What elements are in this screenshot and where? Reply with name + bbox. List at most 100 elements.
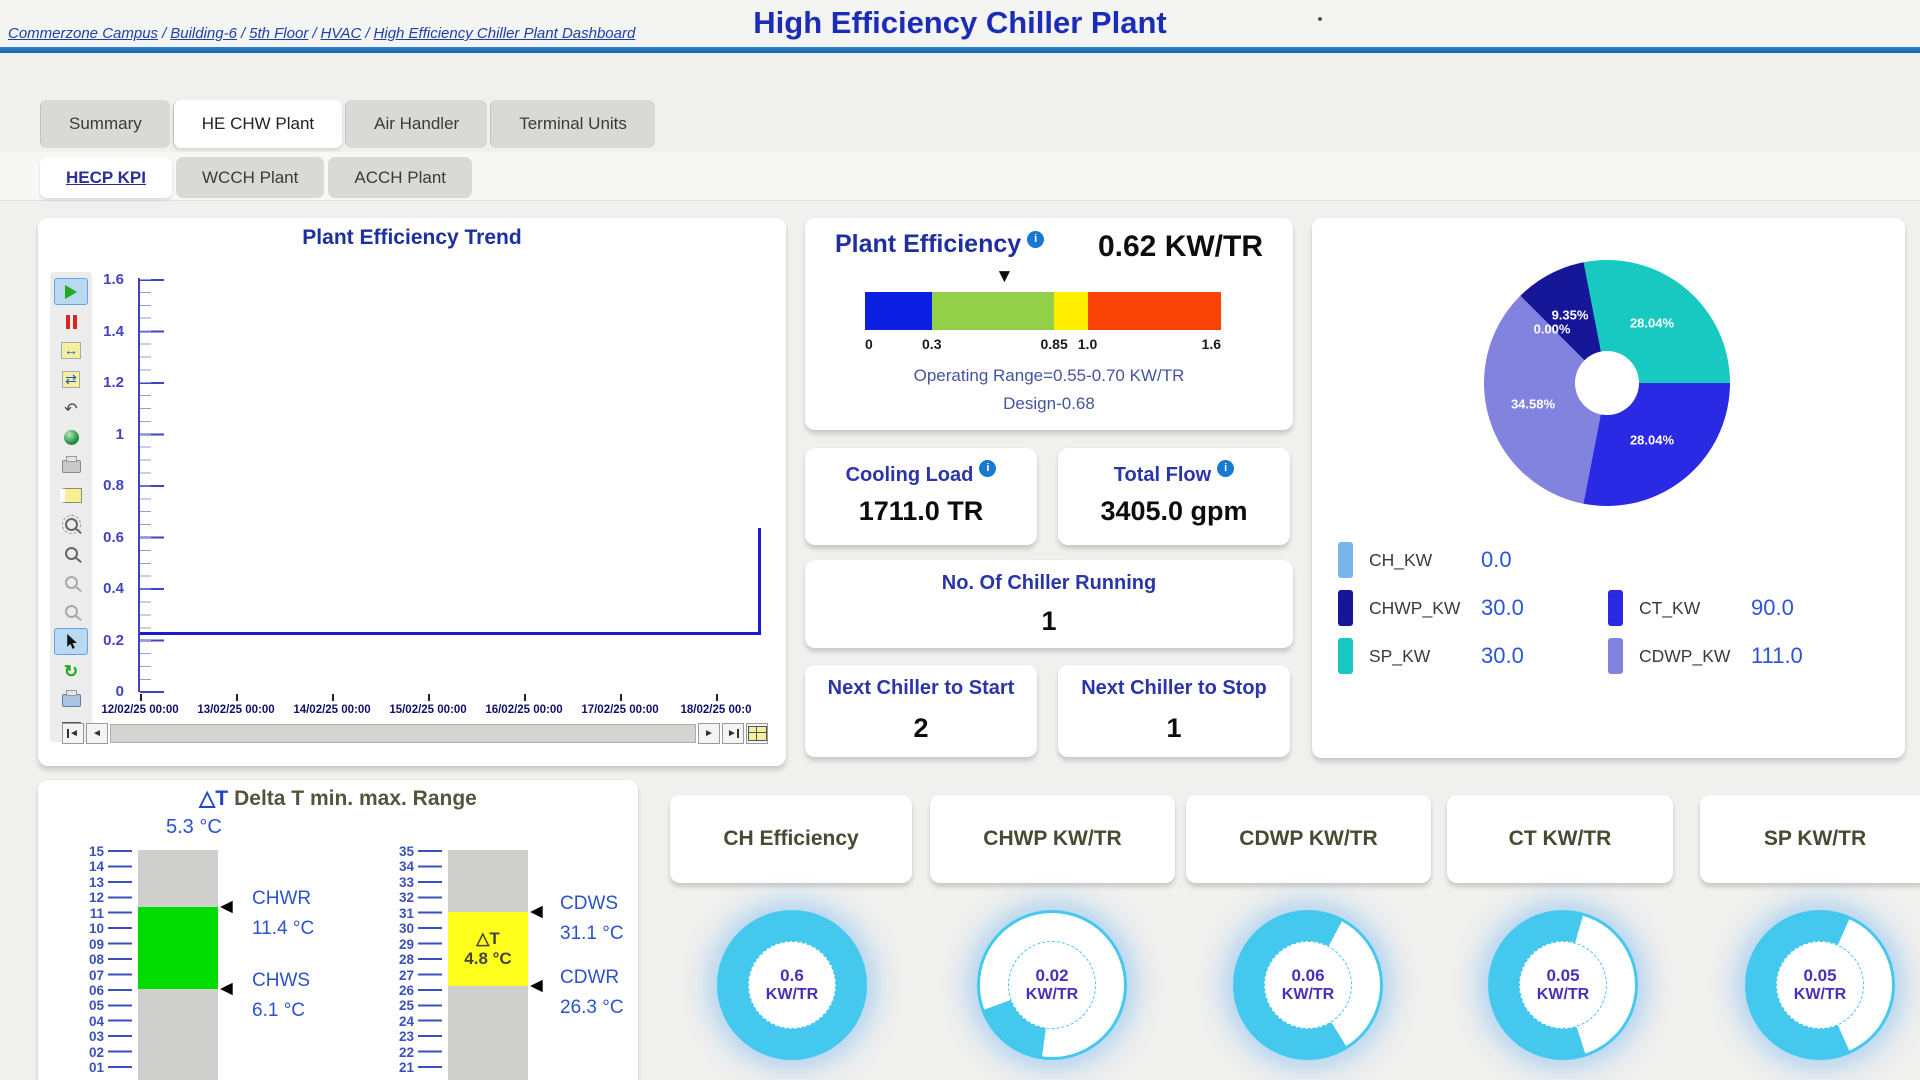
scroll-home-button[interactable]: ◄ <box>62 723 84 744</box>
design-value-text: Design-0.68 <box>1003 394 1095 413</box>
cdwr-value: 26.3 °C <box>560 997 624 1018</box>
breadcrumb-separator: / <box>240 25 246 42</box>
cursor-dot <box>1318 17 1322 21</box>
zoom-area-button[interactable] <box>55 512 87 537</box>
cdws-value: 31.1 °C <box>560 923 624 944</box>
next-chiller-stop-value: 1 <box>1166 713 1182 743</box>
zoom-in-icon <box>64 547 78 560</box>
legend-swatch <box>1338 638 1353 674</box>
info-icon[interactable]: i <box>979 460 997 477</box>
tab-hecp-kpi[interactable]: HECP KPI <box>40 157 172 198</box>
slice-label-chwp: 9.35% <box>1551 307 1589 323</box>
secondary-tabs: HECP KPI WCCH Plant ACCH Plant <box>40 157 472 198</box>
export-print-button[interactable] <box>55 688 87 713</box>
tab-summary[interactable]: Summary <box>40 100 170 148</box>
zoom-out-button[interactable] <box>55 599 87 624</box>
delta-t-symbol: △T <box>199 787 229 810</box>
tab-wcch-plant[interactable]: WCCH Plant <box>176 157 325 198</box>
gauge-segment-warn <box>1054 292 1088 330</box>
chillers-running-label: No. Of Chiller Running <box>941 572 1157 594</box>
trend-y-minor-ticks <box>140 279 151 689</box>
next-chiller-start-label: Next Chiller to Start <box>827 677 1015 699</box>
trend-x-label: 12/02/25 00:00 <box>101 704 179 716</box>
cdw-delta-value: 4.8 °C <box>464 949 512 968</box>
legend-swatch <box>1338 590 1353 626</box>
slice-label-cdwp: 34.58% <box>1510 396 1556 412</box>
next-chiller-start-value: 2 <box>913 713 929 743</box>
refresh-icon: ↻ <box>63 661 79 681</box>
scroll-left-button[interactable]: ◄ <box>86 723 108 744</box>
info-icon[interactable]: i <box>1027 231 1045 248</box>
expand-horizontal-icon: ↔ <box>61 342 81 359</box>
tab-air-handler[interactable]: Air Handler <box>345 100 488 148</box>
undo-button[interactable]: ↶ <box>55 396 87 421</box>
trend-x-label: 16/02/25 00:00 <box>485 704 563 716</box>
trend-series-spike <box>758 528 761 635</box>
info-icon[interactable]: i <box>1217 460 1235 477</box>
scroll-right-button[interactable]: ► <box>698 723 720 744</box>
cdwr-label: CDWR <box>560 967 620 988</box>
print-button[interactable] <box>55 454 87 479</box>
next-chiller-start-card: Next Chiller to Start 2 <box>805 665 1037 757</box>
next-chiller-stop-label: Next Chiller to Stop <box>1081 677 1267 699</box>
cdwr-marker-icon: ◄ <box>526 974 547 997</box>
total-flow-card: Total Flow i 3405.0 gpm <box>1058 448 1290 545</box>
compress-horizontal-button[interactable]: ⇄ <box>55 367 87 392</box>
breadcrumb-link[interactable]: 5th Floor <box>249 25 309 42</box>
zoom-area-icon <box>61 515 81 534</box>
sp-kwtr-gauge: 0.05 KW/TR <box>1745 910 1895 1060</box>
legend-panel-button[interactable] <box>55 483 87 508</box>
trend-x-label: 18/02/25 00:0 <box>680 704 752 716</box>
slice-label-ch: 0.00% <box>1533 321 1571 337</box>
next-chiller-stop-card: Next Chiller to Stop 1 <box>1058 665 1290 757</box>
tab-he-chw-plant[interactable]: HE CHW Plant <box>172 100 343 148</box>
gauge-color-bar <box>865 292 1221 330</box>
zoom-in-button[interactable] <box>55 541 87 566</box>
trend-x-label: 17/02/25 00:00 <box>581 704 659 716</box>
table-view-button[interactable] <box>746 723 768 744</box>
legend-row-chwp-kw: CHWP_KW 30.0 <box>1338 584 1524 632</box>
power-donut-chart[interactable] <box>1484 260 1730 506</box>
breadcrumb-link[interactable]: HVAC <box>320 25 362 42</box>
cooling-load-label: Cooling Load i <box>805 460 1037 487</box>
sp-kwtr-tile: SP KW/TR <box>1700 795 1920 883</box>
delta-t-value: 5.3 °C <box>166 816 222 838</box>
scroll-end-button[interactable]: ► <box>722 723 744 744</box>
chwr-value: 11.4 °C <box>252 918 315 939</box>
breadcrumb-link[interactable]: Commerzone Campus <box>8 25 159 42</box>
gauge-segment-low <box>865 292 932 330</box>
zoom-back-icon <box>64 576 78 589</box>
legend-row-ch-kw: CH_KW 0.0 <box>1338 536 1524 584</box>
refresh-button[interactable]: ↻ <box>55 659 87 684</box>
tab-terminal-units[interactable]: Terminal Units <box>490 100 655 148</box>
tab-acch-plant[interactable]: ACCH Plant <box>328 157 472 198</box>
delta-t-panel: △T Delta T min. max. Range 5.3 °C 15 14 1… <box>38 780 638 1080</box>
cooling-load-card: Cooling Load i 1711.0 TR <box>805 448 1037 545</box>
play-button[interactable] <box>54 278 88 305</box>
cdw-scale-ticks <box>418 850 442 1080</box>
delta-t-title: △T Delta T min. max. Range <box>199 787 477 810</box>
gauge-pointer-icon: ▼ <box>995 266 1014 287</box>
web-export-button[interactable] <box>55 425 87 450</box>
zoom-back-button[interactable] <box>55 570 87 595</box>
chwr-label: CHWR <box>252 888 312 909</box>
slice-label-ct: 28.04% <box>1629 432 1675 448</box>
cdwp-kwtr-tile: CDWP KW/TR <box>1186 795 1431 883</box>
expand-horizontal-button[interactable]: ↔ <box>55 338 87 363</box>
breadcrumb-link[interactable]: Building-6 <box>170 25 237 42</box>
cdw-scale-labels: 35 34 33 32 31 30 29 28 27 26 25 24 23 2… <box>398 844 414 1076</box>
compress-horizontal-icon: ⇄ <box>62 371 80 388</box>
ch-efficiency-gauge: 0.6 KW/TR <box>717 910 867 1060</box>
trend-y-axis-labels: 1.6 1.4 1.2 1 0.8 0.6 0.4 0.2 0 <box>103 271 124 700</box>
pause-button[interactable] <box>55 309 87 334</box>
cursor-select-button[interactable] <box>54 628 88 655</box>
total-flow-value: 3405.0 gpm <box>1100 496 1248 526</box>
chw-thermometer <box>138 850 218 1080</box>
undo-icon: ↶ <box>64 400 78 418</box>
scrollbar-track[interactable] <box>110 724 696 743</box>
legend-row-cdwp-kw: CDWP_KW 111.0 <box>1608 632 1803 680</box>
breadcrumb-link[interactable]: High Efficiency Chiller Plant Dashboard <box>373 25 636 42</box>
trend-chart-title: Plant Efficiency Trend <box>302 226 522 249</box>
ct-kwtr-tile: CT KW/TR <box>1447 795 1673 883</box>
total-flow-label: Total Flow i <box>1058 460 1290 487</box>
